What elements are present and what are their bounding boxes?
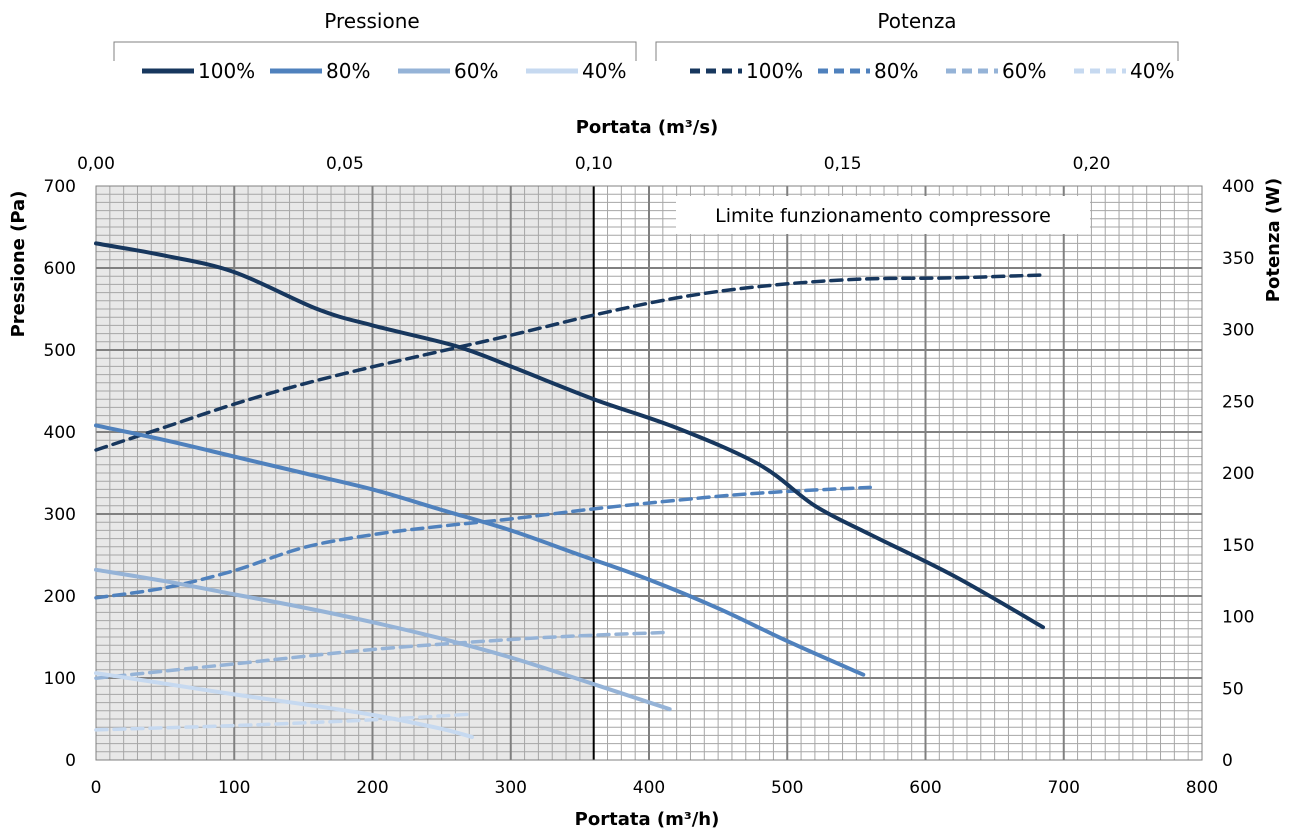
plot-frame (95, 185, 1203, 761)
legend-label-potenza-80pct: 80% (874, 59, 918, 83)
x-bottom-tick-label: 200 (356, 778, 388, 798)
legend-label-pressione-60pct: 60% (454, 59, 498, 83)
x-top-ticks: 0,00 0,05 0,10 0,15 0,20 (77, 154, 1110, 174)
y-left-tick-label: 400 (44, 423, 76, 443)
y-right-ticks: 0 50 100 150 200 250 300 350 400 (1222, 177, 1254, 771)
legend-label-potenza-60pct: 60% (1002, 59, 1046, 83)
y-right-tick-label: 100 (1222, 608, 1254, 628)
x-top-tick-label: 0,05 (326, 154, 364, 174)
y-left-tick-label: 300 (44, 505, 76, 525)
y-left-tick-label: 200 (44, 587, 76, 607)
legend-bracket-pressione (113, 41, 637, 61)
legend-label-pressione-80pct: 80% (326, 59, 370, 83)
pressione-series-line-40pct (94, 671, 474, 739)
y-left-axis-title: Pressione (Pa) (8, 191, 29, 338)
x-bottom-tick-label: 100 (218, 778, 250, 798)
y-right-tick-label: 350 (1222, 249, 1254, 269)
legend-label-pressione-40pct: 40% (582, 59, 626, 83)
y-right-tick-label: 50 (1222, 679, 1244, 699)
x-top-axis-title: Portata (m³/s) (576, 117, 719, 138)
y-left-tick-label: 100 (44, 669, 76, 689)
potenza-series-line-40pct (94, 712, 474, 732)
legend-bracket-potenza (655, 41, 1179, 61)
legend-label-potenza-100pct: 100% (746, 59, 803, 83)
y-right-tick-label: 150 (1222, 536, 1254, 556)
x-top-tick-label: 0,10 (575, 154, 613, 174)
pressione-series-line-80pct (94, 423, 866, 677)
y-right-axis-title: Potenza (W) (1263, 178, 1284, 302)
legend-items: 100% 80% 60% 40% 100% 80% 60% 40% (142, 59, 1174, 83)
y-left-tick-label: 700 (44, 177, 76, 197)
y-right-tick-label: 200 (1222, 464, 1254, 484)
annotation: Limite funzionamento compressore (676, 196, 1090, 234)
x-bottom-ticks: 0 100 200 300 400 500 600 700 800 (91, 778, 1219, 798)
y-right-tick-label: 250 (1222, 392, 1254, 412)
y-right-tick-label: 300 (1222, 321, 1254, 341)
grid-major (96, 186, 1202, 760)
x-bottom-tick-label: 700 (1048, 778, 1080, 798)
x-bottom-tick-label: 400 (633, 778, 665, 798)
annotation-text: Limite funzionamento compressore (715, 205, 1051, 227)
y-left-ticks: 0 100 200 300 400 500 600 700 (44, 177, 76, 771)
potenza-series-line-80pct (94, 485, 872, 600)
y-left-tick-label: 0 (65, 751, 76, 771)
legend: Pressione Potenza 100% 80% 60% 40% 100% 80% 60… (113, 9, 1179, 83)
x-top-tick-label: 0,20 (1073, 154, 1111, 174)
legend-title-potenza: Potenza (877, 9, 956, 33)
annotation-box (676, 196, 1090, 234)
y-right-tick-label: 0 (1222, 751, 1233, 771)
potenza-series-line-100pct (94, 273, 1045, 452)
legend-label-pressione-100pct: 100% (198, 59, 255, 83)
x-bottom-tick-label: 0 (91, 778, 102, 798)
x-top-tick-label: 0,00 (77, 154, 115, 174)
y-left-tick-label: 500 (44, 341, 76, 361)
x-top-tick-label: 0,15 (824, 154, 862, 174)
pressione-series-line-100pct (94, 241, 1045, 630)
x-bottom-tick-label: 800 (1186, 778, 1218, 798)
series-layer (94, 241, 1045, 739)
legend-title-pressione: Pressione (324, 9, 419, 33)
pressione-series-line-60pct (94, 567, 672, 712)
x-bottom-axis-title: Portata (m³/h) (575, 809, 720, 830)
x-bottom-tick-label: 600 (909, 778, 941, 798)
y-right-tick-label: 400 (1222, 177, 1254, 197)
legend-label-potenza-40pct: 40% (1130, 59, 1174, 83)
x-bottom-tick-label: 300 (495, 778, 527, 798)
x-bottom-tick-label: 500 (771, 778, 803, 798)
y-left-tick-label: 600 (44, 259, 76, 279)
potenza-series-line-60pct (94, 630, 672, 680)
